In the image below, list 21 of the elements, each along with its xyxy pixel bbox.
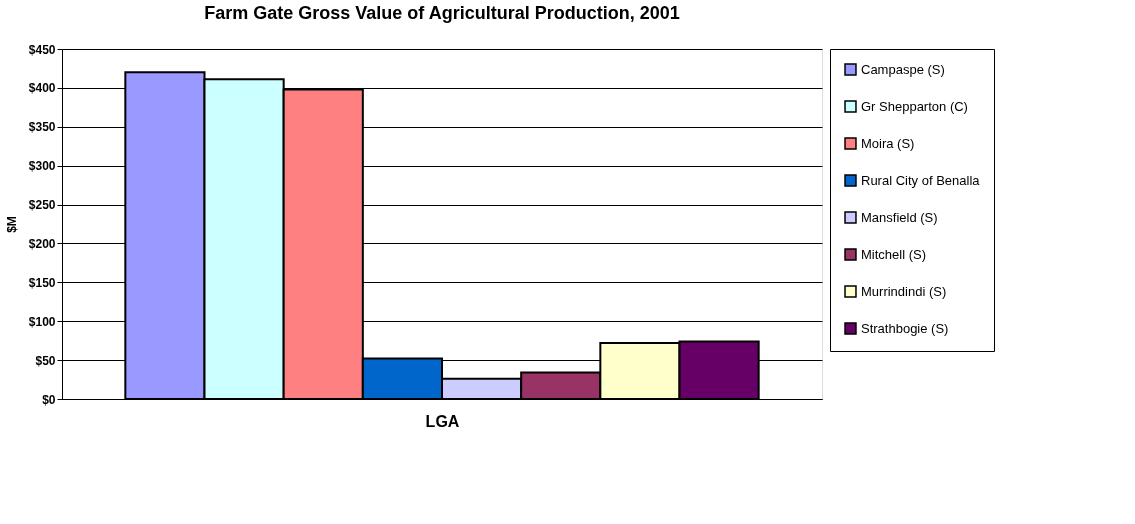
legend-label: Campaspe (S) — [861, 61, 945, 77]
y-tick-label: $100 — [28, 314, 56, 329]
legend-label: Gr Shepparton (C) — [861, 98, 968, 114]
y-tick-label: $50 — [35, 353, 56, 368]
y-tick-label: $0 — [42, 392, 56, 407]
y-tick-label: $350 — [28, 120, 56, 135]
y-tick-label: $450 — [28, 42, 56, 57]
y-tick-label: $300 — [28, 159, 56, 174]
legend-label: Strathbogie (S) — [861, 320, 949, 336]
legend-label: Mitchell (S) — [861, 246, 927, 262]
legend-label: Moira (S) — [861, 135, 915, 151]
y-tick-label: $200 — [28, 236, 56, 251]
y-axis-title: $M — [4, 216, 19, 233]
chart-title: Farm Gate Gross Value of Agricultural Production, 2001 — [204, 3, 680, 23]
legend-label: Rural City of Benalla — [861, 172, 981, 188]
legend-label: Murrindindi (S) — [861, 283, 947, 299]
y-tick-label: $400 — [28, 81, 56, 96]
legend-label: Mansfield (S) — [861, 209, 938, 225]
y-tick-label: $150 — [28, 275, 56, 290]
x-axis-title: LGA — [425, 412, 460, 430]
y-tick-label: $250 — [28, 198, 56, 213]
